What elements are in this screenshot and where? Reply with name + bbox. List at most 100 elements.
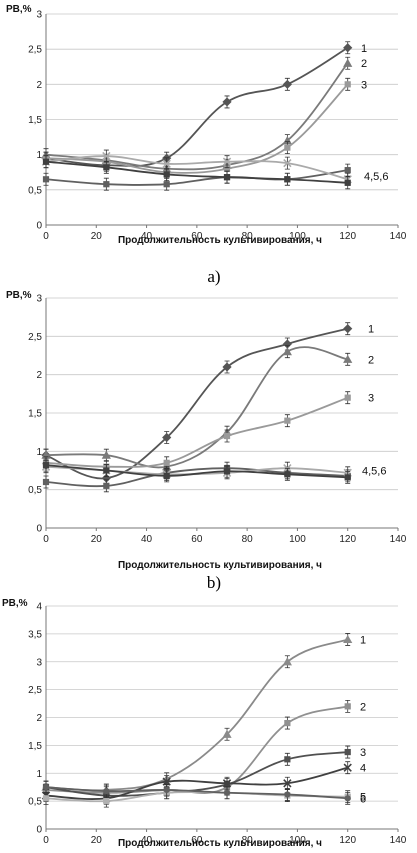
series-label: 3: [360, 747, 366, 759]
x-tick-label: 80: [242, 231, 254, 242]
data-point: [283, 158, 292, 168]
x-tick-label: 60: [191, 835, 203, 846]
series-1: 1: [41, 41, 367, 172]
x-tick-label: 40: [141, 835, 153, 846]
data-point: [163, 181, 170, 188]
x-axis-label: Продолжительность культивирования, ч: [118, 838, 322, 849]
data-point: [343, 354, 353, 363]
x-tick-label: 40: [141, 231, 153, 242]
data-point: [344, 81, 351, 88]
series-line: [45, 751, 348, 797]
data-point: [344, 474, 351, 481]
data-point: [284, 471, 291, 478]
series-line: [45, 46, 349, 167]
x-tick-label: 40: [141, 534, 153, 545]
series-label: 1: [368, 324, 374, 336]
data-point: [42, 478, 50, 486]
x-tick-label: 0: [43, 231, 49, 242]
data-point: [284, 417, 291, 424]
data-point: [102, 151, 111, 161]
x-tick-label: 0: [43, 534, 49, 545]
data-point: [103, 467, 110, 474]
x-tick-label: 60: [191, 534, 203, 545]
x-tick-label: 80: [242, 835, 254, 846]
x-tick-label: 20: [91, 534, 103, 545]
series-label: 2: [368, 354, 374, 366]
series-line: [45, 786, 348, 800]
y-tick-label: 1,5: [28, 115, 42, 126]
data-point: [103, 181, 110, 188]
y-tick-label: 0: [36, 524, 42, 535]
y-tick-label: 3: [36, 10, 42, 21]
data-point: [163, 459, 170, 466]
series-line: [45, 464, 348, 479]
x-tick-label: 20: [91, 835, 103, 846]
data-point: [343, 763, 352, 772]
y-tick-label: 0,5: [28, 185, 42, 196]
y-tick-label: 3,5: [28, 629, 42, 640]
y-tick-label: 1: [36, 769, 42, 780]
series-line: [45, 160, 348, 184]
y-tick-label: 0,5: [28, 485, 42, 496]
y-tick-label: 3: [36, 657, 42, 668]
series-2: 2: [42, 699, 366, 800]
series-label: 2: [361, 58, 367, 70]
data-point: [284, 176, 291, 183]
data-point: [223, 468, 231, 475]
data-point: [222, 362, 232, 372]
chart-3: 00,511,522,533,540 20 40 60 80 100 120 140РВ,%П…: [2, 598, 407, 849]
series-label: 1: [360, 634, 366, 646]
series-4: 4: [41, 761, 366, 805]
series-line: [45, 155, 348, 181]
data-point: [222, 157, 232, 166]
y-tick-label: 2,5: [28, 45, 42, 56]
data-point: [103, 787, 110, 795]
y-tick-label: 1: [36, 150, 42, 161]
data-point: [344, 179, 351, 186]
x-tick-label: 20: [91, 231, 103, 242]
data-point: [222, 779, 232, 788]
data-point: [282, 136, 292, 145]
x-tick-label: 140: [390, 231, 407, 242]
series-label: 5: [360, 792, 366, 804]
series-5: [41, 460, 352, 481]
group-label: 4,5,6: [362, 466, 386, 478]
y-tick-label: 2: [36, 713, 42, 724]
data-point: [223, 174, 231, 181]
data-point: [103, 798, 110, 805]
data-point: [282, 347, 292, 356]
data-point: [344, 703, 351, 710]
data-point: [163, 171, 170, 178]
y-tick-label: 0: [36, 825, 42, 836]
data-point: [283, 779, 292, 788]
group-label: 4,5,6: [364, 171, 388, 183]
data-point: [42, 795, 50, 802]
data-point: [344, 748, 351, 756]
data-point: [282, 339, 292, 349]
y-tick-label: 2,5: [28, 332, 42, 343]
series-label: 2: [360, 701, 366, 713]
data-point: [284, 791, 291, 798]
y-tick-label: 2,5: [28, 685, 42, 696]
series-6: [42, 458, 351, 484]
x-tick-label: 0: [43, 835, 49, 846]
y-axis-label: РВ,%: [2, 598, 28, 609]
data-point: [344, 795, 351, 802]
data-point: [103, 164, 110, 171]
x-tick-label: 80: [242, 534, 254, 545]
data-point: [163, 472, 170, 479]
data-point: [343, 43, 353, 53]
chart-2: 0 0,5 1 1,5 2 2,5 3 0 20 40 60 80 100 120 140 РВ,% Продо…: [6, 290, 407, 592]
series-line: [45, 467, 348, 488]
x-tick-label: 120: [339, 835, 356, 846]
data-point: [284, 756, 291, 763]
series-6: 6: [42, 780, 366, 805]
x-tick-label: 140: [390, 835, 407, 846]
y-tick-label: 2: [36, 80, 42, 91]
data-point: [343, 324, 353, 334]
series-2: 2: [41, 345, 374, 474]
data-point: [343, 634, 353, 644]
data-point: [101, 473, 111, 483]
data-point: [42, 176, 50, 183]
